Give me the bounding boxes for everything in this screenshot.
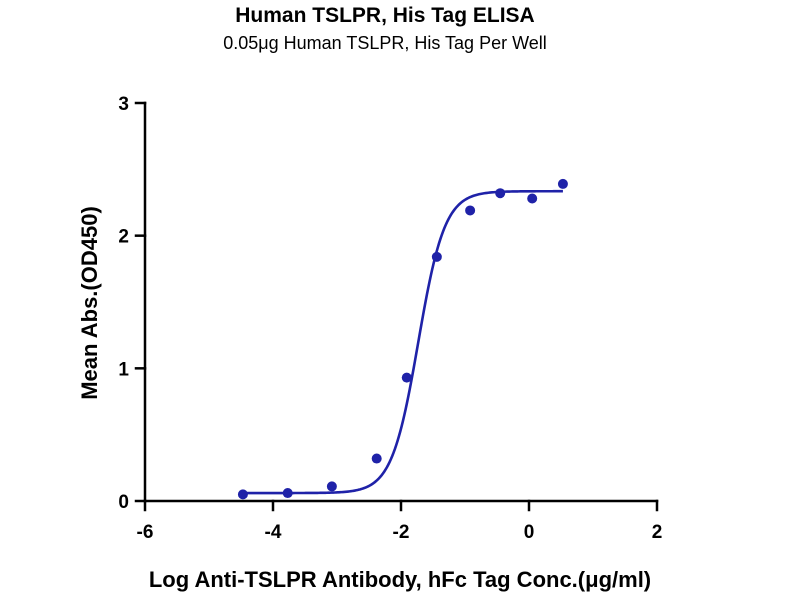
y-tick-label: 1 <box>118 359 129 380</box>
x-tick-label: -4 <box>265 522 282 543</box>
x-tick-label: 0 <box>524 522 535 543</box>
x-tick-label: -2 <box>393 522 410 543</box>
data-point <box>495 188 506 199</box>
chart-title: Human TSLPR, His Tag ELISA <box>235 4 535 27</box>
fit-curve-layer <box>242 189 563 495</box>
x-axis-label: Log Anti-TSLPR Antibody, hFc Tag Conc.(μ… <box>148 567 652 592</box>
data-point <box>371 453 382 464</box>
axes: 0 1 2 3 -6 -4 -2 0 2 <box>118 94 662 543</box>
data-point <box>465 205 476 216</box>
y-tick-label: 2 <box>118 227 129 248</box>
data-point <box>557 178 568 189</box>
data-point <box>326 481 337 492</box>
data-points-layer <box>237 178 568 500</box>
data-point <box>431 251 442 262</box>
data-point <box>401 372 412 383</box>
chart-subtitle: 0.05μg Human TSLPR, His Tag Per Well <box>223 33 547 53</box>
y-tick-label: 3 <box>118 94 129 115</box>
x-tick-label: -6 <box>137 522 154 543</box>
x-tick-label: 2 <box>652 522 663 543</box>
y-tick-label: 0 <box>118 492 129 513</box>
fit-curve <box>242 189 563 495</box>
data-point <box>237 489 248 500</box>
data-point <box>282 488 293 499</box>
data-point <box>527 193 538 204</box>
